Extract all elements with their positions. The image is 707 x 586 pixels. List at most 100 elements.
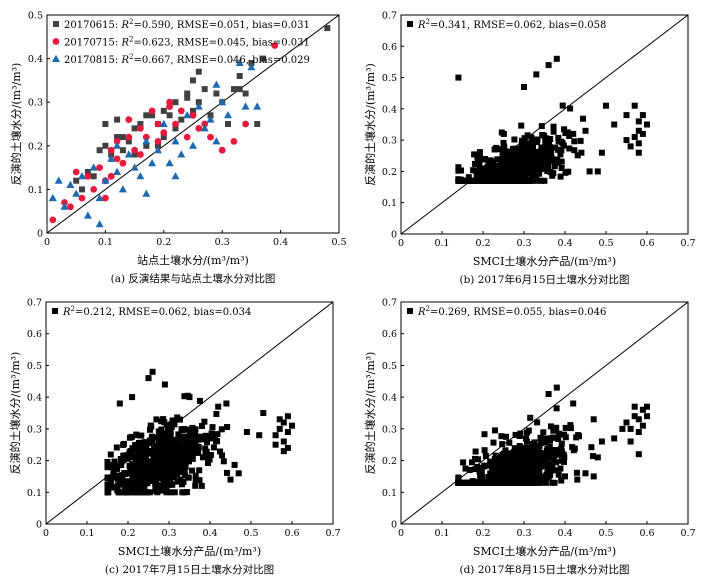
- data-point: [558, 158, 565, 165]
- data-point: [570, 447, 577, 454]
- data-point: [545, 62, 552, 69]
- data-point: [545, 391, 552, 397]
- legend-text: R2=0.212, RMSE=0.062, bias=0.034: [62, 305, 251, 318]
- legend-part: 2: [426, 305, 430, 313]
- data-point: [526, 141, 533, 147]
- data-point: [171, 172, 180, 180]
- data-point: [474, 154, 481, 161]
- data-point: [553, 384, 560, 391]
- data-point: [276, 416, 283, 423]
- data-point: [481, 447, 488, 454]
- data-point: [153, 443, 160, 450]
- data-point: [538, 123, 545, 130]
- data-point: [145, 375, 152, 382]
- data-point: [527, 414, 534, 421]
- data-point: [575, 432, 582, 439]
- data-point: [159, 445, 165, 452]
- data-point: [533, 71, 540, 78]
- data-point: [619, 425, 626, 432]
- data-point: [196, 467, 203, 474]
- data-point: [462, 465, 469, 472]
- data-point: [235, 58, 244, 66]
- data-point: [502, 447, 509, 454]
- data-point: [192, 482, 199, 489]
- data-point: [512, 468, 519, 475]
- data-point: [102, 194, 109, 202]
- data-point: [104, 464, 111, 471]
- x-tick-label: 0.1: [98, 237, 113, 248]
- legend-part: , RMSE=: [112, 307, 159, 318]
- data-point: [537, 153, 543, 160]
- x-tick-label: 0.5: [331, 237, 346, 248]
- legend-text: R2=0.269, RMSE=0.055, bias=0.046: [417, 305, 606, 318]
- data-point: [161, 441, 168, 448]
- data-point: [131, 125, 138, 132]
- data-point: [490, 471, 497, 478]
- data-point: [209, 424, 216, 431]
- data-point: [523, 144, 530, 151]
- data-point: [511, 136, 518, 143]
- data-point: [178, 449, 185, 456]
- data-point: [483, 479, 490, 486]
- data-point: [549, 479, 556, 486]
- data-point: [248, 60, 255, 66]
- data-point: [545, 473, 552, 480]
- data-point: [124, 150, 133, 158]
- data-point: [96, 147, 103, 154]
- data-point: [114, 116, 121, 123]
- data-point: [207, 133, 214, 141]
- data-point: [516, 443, 523, 449]
- data-point: [492, 176, 498, 183]
- data-point: [67, 203, 74, 211]
- data-point: [150, 470, 157, 477]
- data-point: [172, 120, 179, 128]
- data-point: [541, 460, 547, 467]
- data-point: [171, 440, 177, 447]
- panel-c: 0 0.1 0.2 0.3 0.4 0.5 0.6 0.7 0 0.1 0.2 0.3 0.4 0.5 0.…: [8, 298, 341, 577]
- legend-part: :: [115, 20, 122, 31]
- data-point: [254, 121, 261, 127]
- data-point: [160, 134, 167, 141]
- data-point: [515, 479, 522, 486]
- x-tick-label: 0.6: [639, 238, 654, 249]
- y-tick-label: 0.2: [382, 456, 397, 467]
- data-point: [482, 453, 489, 459]
- legend-marker: [52, 54, 60, 62]
- data-layer: [401, 15, 688, 234]
- data-point: [472, 455, 478, 462]
- data-point: [566, 133, 573, 139]
- data-point: [155, 142, 161, 149]
- data-point: [489, 160, 496, 167]
- data-point: [541, 476, 548, 483]
- data-point: [102, 121, 109, 127]
- data-point: [78, 172, 86, 180]
- data-point: [167, 489, 174, 496]
- data-point: [550, 123, 557, 130]
- y-axis-label: 反演的土壤水分/(m³/m³): [8, 352, 22, 475]
- data-point: [495, 454, 501, 461]
- legend-marker: [407, 21, 413, 27]
- data-point: [539, 145, 546, 151]
- data-point: [148, 478, 155, 484]
- data-point: [561, 431, 568, 438]
- data-point: [560, 451, 567, 458]
- data-point: [507, 148, 514, 155]
- data-point: [137, 121, 144, 127]
- data-point: [487, 479, 494, 486]
- y-axis-label: 反演的土壤水分/(m³/m³): [363, 63, 377, 186]
- data-point: [149, 368, 156, 375]
- legend-part: 2: [129, 53, 133, 61]
- data-point: [184, 90, 191, 97]
- legend-entry: R2=0.269, RMSE=0.055, bias=0.046: [407, 305, 606, 318]
- data-point: [168, 424, 175, 430]
- data-point: [107, 154, 116, 162]
- data-point: [544, 161, 551, 168]
- plot-frame: [45, 301, 334, 525]
- data-point: [557, 151, 564, 158]
- x-tick-label: 0.4: [273, 237, 288, 248]
- data-point: [72, 189, 81, 197]
- data-point: [635, 140, 642, 147]
- data-point: [574, 476, 581, 483]
- legend-part: R: [417, 307, 426, 318]
- data-point: [163, 483, 170, 490]
